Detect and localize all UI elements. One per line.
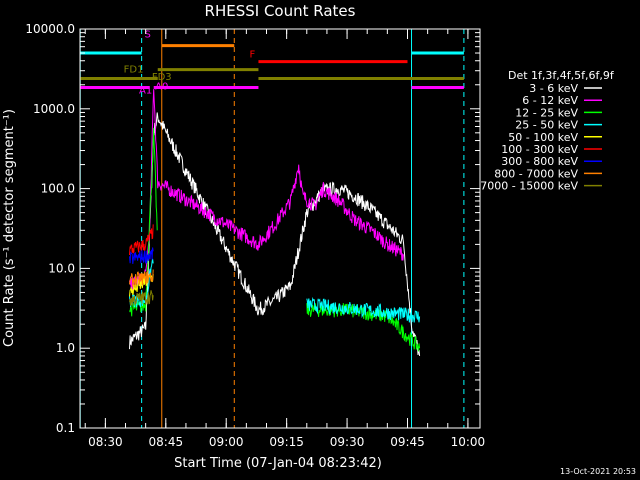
x-tick-label: 08:45 <box>149 435 184 449</box>
annotation-fd1: FD1 <box>124 65 144 76</box>
chart-title: RHESSI Count Rates <box>205 2 356 20</box>
x-tick-label: 09:00 <box>209 435 244 449</box>
x-tick-label: 09:15 <box>269 435 304 449</box>
legend-title: Det 1f,3f,4f,5f,6f,9f <box>508 69 615 82</box>
plot-frame <box>79 28 481 429</box>
series-line-3 <box>129 258 421 323</box>
legend-entry-label: 300 - 800 keV <box>501 155 578 168</box>
annotation-fd3: FD3 <box>152 72 172 83</box>
legend-entry-label: 100 - 300 keV <box>501 143 578 156</box>
legend-entry-label: 25 - 50 keV <box>515 119 578 132</box>
x-tick-label: 09:30 <box>330 435 365 449</box>
axes: 0.1 1.0 10.0 100.0 1000.0 10000.0 08:30 08:45 09… <box>25 22 485 449</box>
legend-entry-label: 800 - 7000 keV <box>494 167 578 180</box>
series-line-0 <box>129 112 421 356</box>
annotation-a1: A1 <box>139 86 152 97</box>
x-tick-label: 08:30 <box>88 435 123 449</box>
y-tick-label: 10000.0 <box>25 22 75 36</box>
series-line-2 <box>129 127 421 352</box>
series-line-1 <box>129 89 404 292</box>
annotation-f: F <box>250 49 256 60</box>
y-tick-label: 0.1 <box>56 421 75 435</box>
y-tick-label: 10.0 <box>48 261 75 275</box>
annotation-a0: A0 <box>155 81 168 92</box>
y-axis-label: Count Rate (s⁻¹ detector segment⁻¹) <box>2 109 17 347</box>
y-tick-label: 1000.0 <box>33 102 75 116</box>
legend-entry-label: 50 - 100 keV <box>508 131 578 144</box>
x-tick-label: 10:00 <box>451 435 486 449</box>
annotation-s: S <box>144 30 150 41</box>
x-axis-label: Start Time (07-Jan-04 08:23:42) <box>174 456 382 471</box>
series-line-4 <box>130 274 420 296</box>
legend-entry-label: 7000 - 15000 keV <box>480 180 578 193</box>
series-line-6 <box>130 248 420 269</box>
legend-entry-label: 12 - 25 keV <box>515 106 578 119</box>
y-tick-label: 1.0 <box>56 341 75 355</box>
plot-timestamp: 13-Oct-2021 20:53 <box>560 467 636 476</box>
legend-entry-label: 3 - 6 keV <box>529 82 578 95</box>
legend-entry-label: 6 - 12 keV <box>522 94 578 107</box>
series-line-7 <box>130 270 420 287</box>
x-tick-label: 09:45 <box>390 435 425 449</box>
y-tick-label: 100.0 <box>41 182 75 196</box>
